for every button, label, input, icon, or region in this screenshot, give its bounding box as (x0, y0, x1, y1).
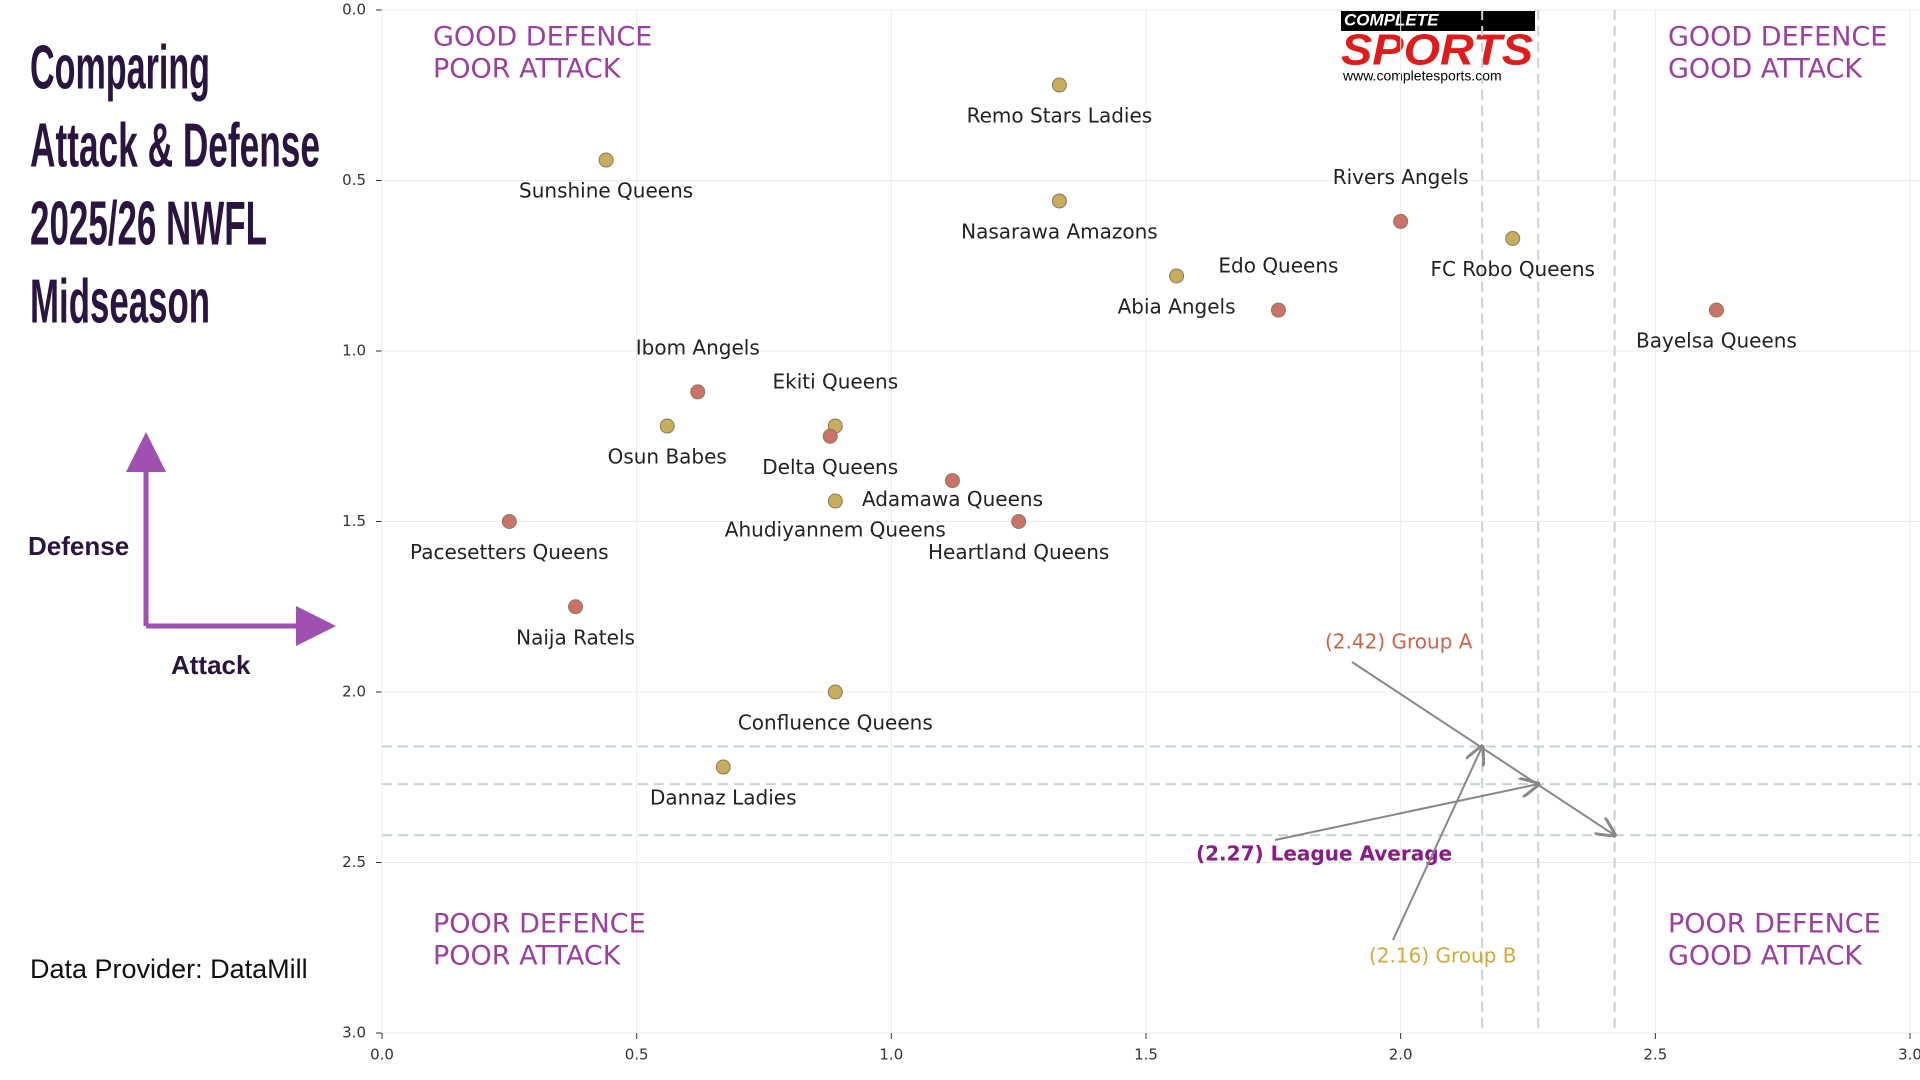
point (598, 152, 614, 168)
source: Data Provider: DataMill (30, 954, 308, 984)
logo-main: SPORTS (1341, 26, 1533, 75)
y-tick-label: 2.0 (342, 683, 366, 701)
quadrant-label: POOR ATTACK (433, 941, 622, 972)
point (1011, 514, 1027, 529)
y-tick-label: 1.5 (342, 512, 366, 530)
quadrant-label: POOR ATTACK (433, 54, 622, 85)
point (827, 493, 843, 509)
annotation-arrow (1274, 784, 1538, 841)
point-label: Heartland Queens (928, 540, 1109, 564)
point-label: Confluence Queens (738, 711, 933, 735)
quadrant-label: GOOD ATTACK (1668, 941, 1863, 972)
quadrant-label: POOR DEFENCE (1668, 909, 1881, 940)
point-label: Ekiti Queens (772, 370, 898, 394)
point (659, 418, 675, 434)
point-label: Remo Stars Ladies (967, 104, 1153, 128)
point (827, 684, 843, 700)
y-tick-label: 1.0 (342, 342, 366, 360)
point-label: Sunshine Queens (519, 179, 693, 203)
point (944, 473, 960, 489)
annotation-label: (2.42) Group A (1325, 630, 1473, 654)
point-label: Delta Queens (762, 455, 898, 479)
point-label: Ibom Angels (636, 335, 760, 359)
annotation-label: (2.27) League Average (1196, 842, 1452, 866)
point-label: Edo Queens (1218, 254, 1338, 278)
point-label: Rivers Angels (1333, 165, 1469, 189)
point (1051, 77, 1067, 93)
point-label: Nasarawa Amazons (961, 219, 1158, 243)
x-axis-label: Attack (171, 650, 251, 680)
point (568, 599, 584, 615)
point (1051, 193, 1067, 209)
x-tick-label: 2.5 (1643, 1046, 1667, 1064)
x-tick-label: 3.0 (1898, 1046, 1920, 1064)
point (822, 428, 838, 444)
point-label: Adamawa Queens (862, 487, 1043, 511)
x-tick-label: 0.0 (370, 1046, 394, 1064)
x-tick-label: 1.5 (1134, 1046, 1158, 1064)
x-tick-label: 0.5 (625, 1046, 649, 1064)
x-tick-label: 1.0 (879, 1046, 903, 1064)
point-label: Naija Ratels (516, 625, 635, 649)
point (1708, 302, 1724, 318)
point-label: FC Robo Queens (1430, 257, 1594, 281)
annotation-label: (2.16) Group B (1369, 944, 1516, 968)
y-tick-label: 2.5 (342, 853, 366, 871)
logo-url: www.completesports.com (1342, 68, 1502, 84)
point (1270, 302, 1286, 318)
chart-title: Midseason (30, 267, 210, 336)
point (690, 384, 706, 400)
y-axis-label: Defense (28, 531, 129, 561)
point-label: Dannaz Ladies (650, 786, 797, 810)
chart-title: Comparing (30, 33, 210, 102)
y-tick-label: 3.0 (342, 1024, 366, 1042)
logo-bar (1341, 11, 1535, 31)
point (1505, 230, 1521, 246)
point (1393, 213, 1409, 229)
quadrant-label: GOOD DEFENCE (1668, 22, 1887, 53)
point-label: Bayelsa Queens (1636, 329, 1797, 353)
y-tick-label: 0.0 (342, 1, 366, 19)
annotation-arrow (1351, 661, 1615, 835)
point-label: Abia Angels (1118, 294, 1236, 318)
point-label: Pacesetters Queens (410, 540, 609, 564)
point (715, 759, 731, 775)
annotation-arrow (1392, 747, 1482, 941)
x-tick-label: 2.0 (1389, 1046, 1413, 1064)
logo-top: COMPLETE (1344, 10, 1439, 29)
chart-title: 2025/26 NWFL (30, 189, 267, 258)
quadrant-label: GOOD ATTACK (1668, 54, 1863, 85)
point-label: Osun Babes (608, 445, 727, 469)
quadrant-label: POOR DEFENCE (433, 909, 646, 940)
chart-title: Attack & Defense (30, 111, 320, 180)
quadrant-label: GOOD DEFENCE (433, 22, 652, 53)
point-label: Ahudiyannem Queens (725, 518, 946, 542)
y-tick-label: 0.5 (342, 171, 366, 189)
point (1169, 268, 1185, 284)
point (501, 514, 517, 529)
